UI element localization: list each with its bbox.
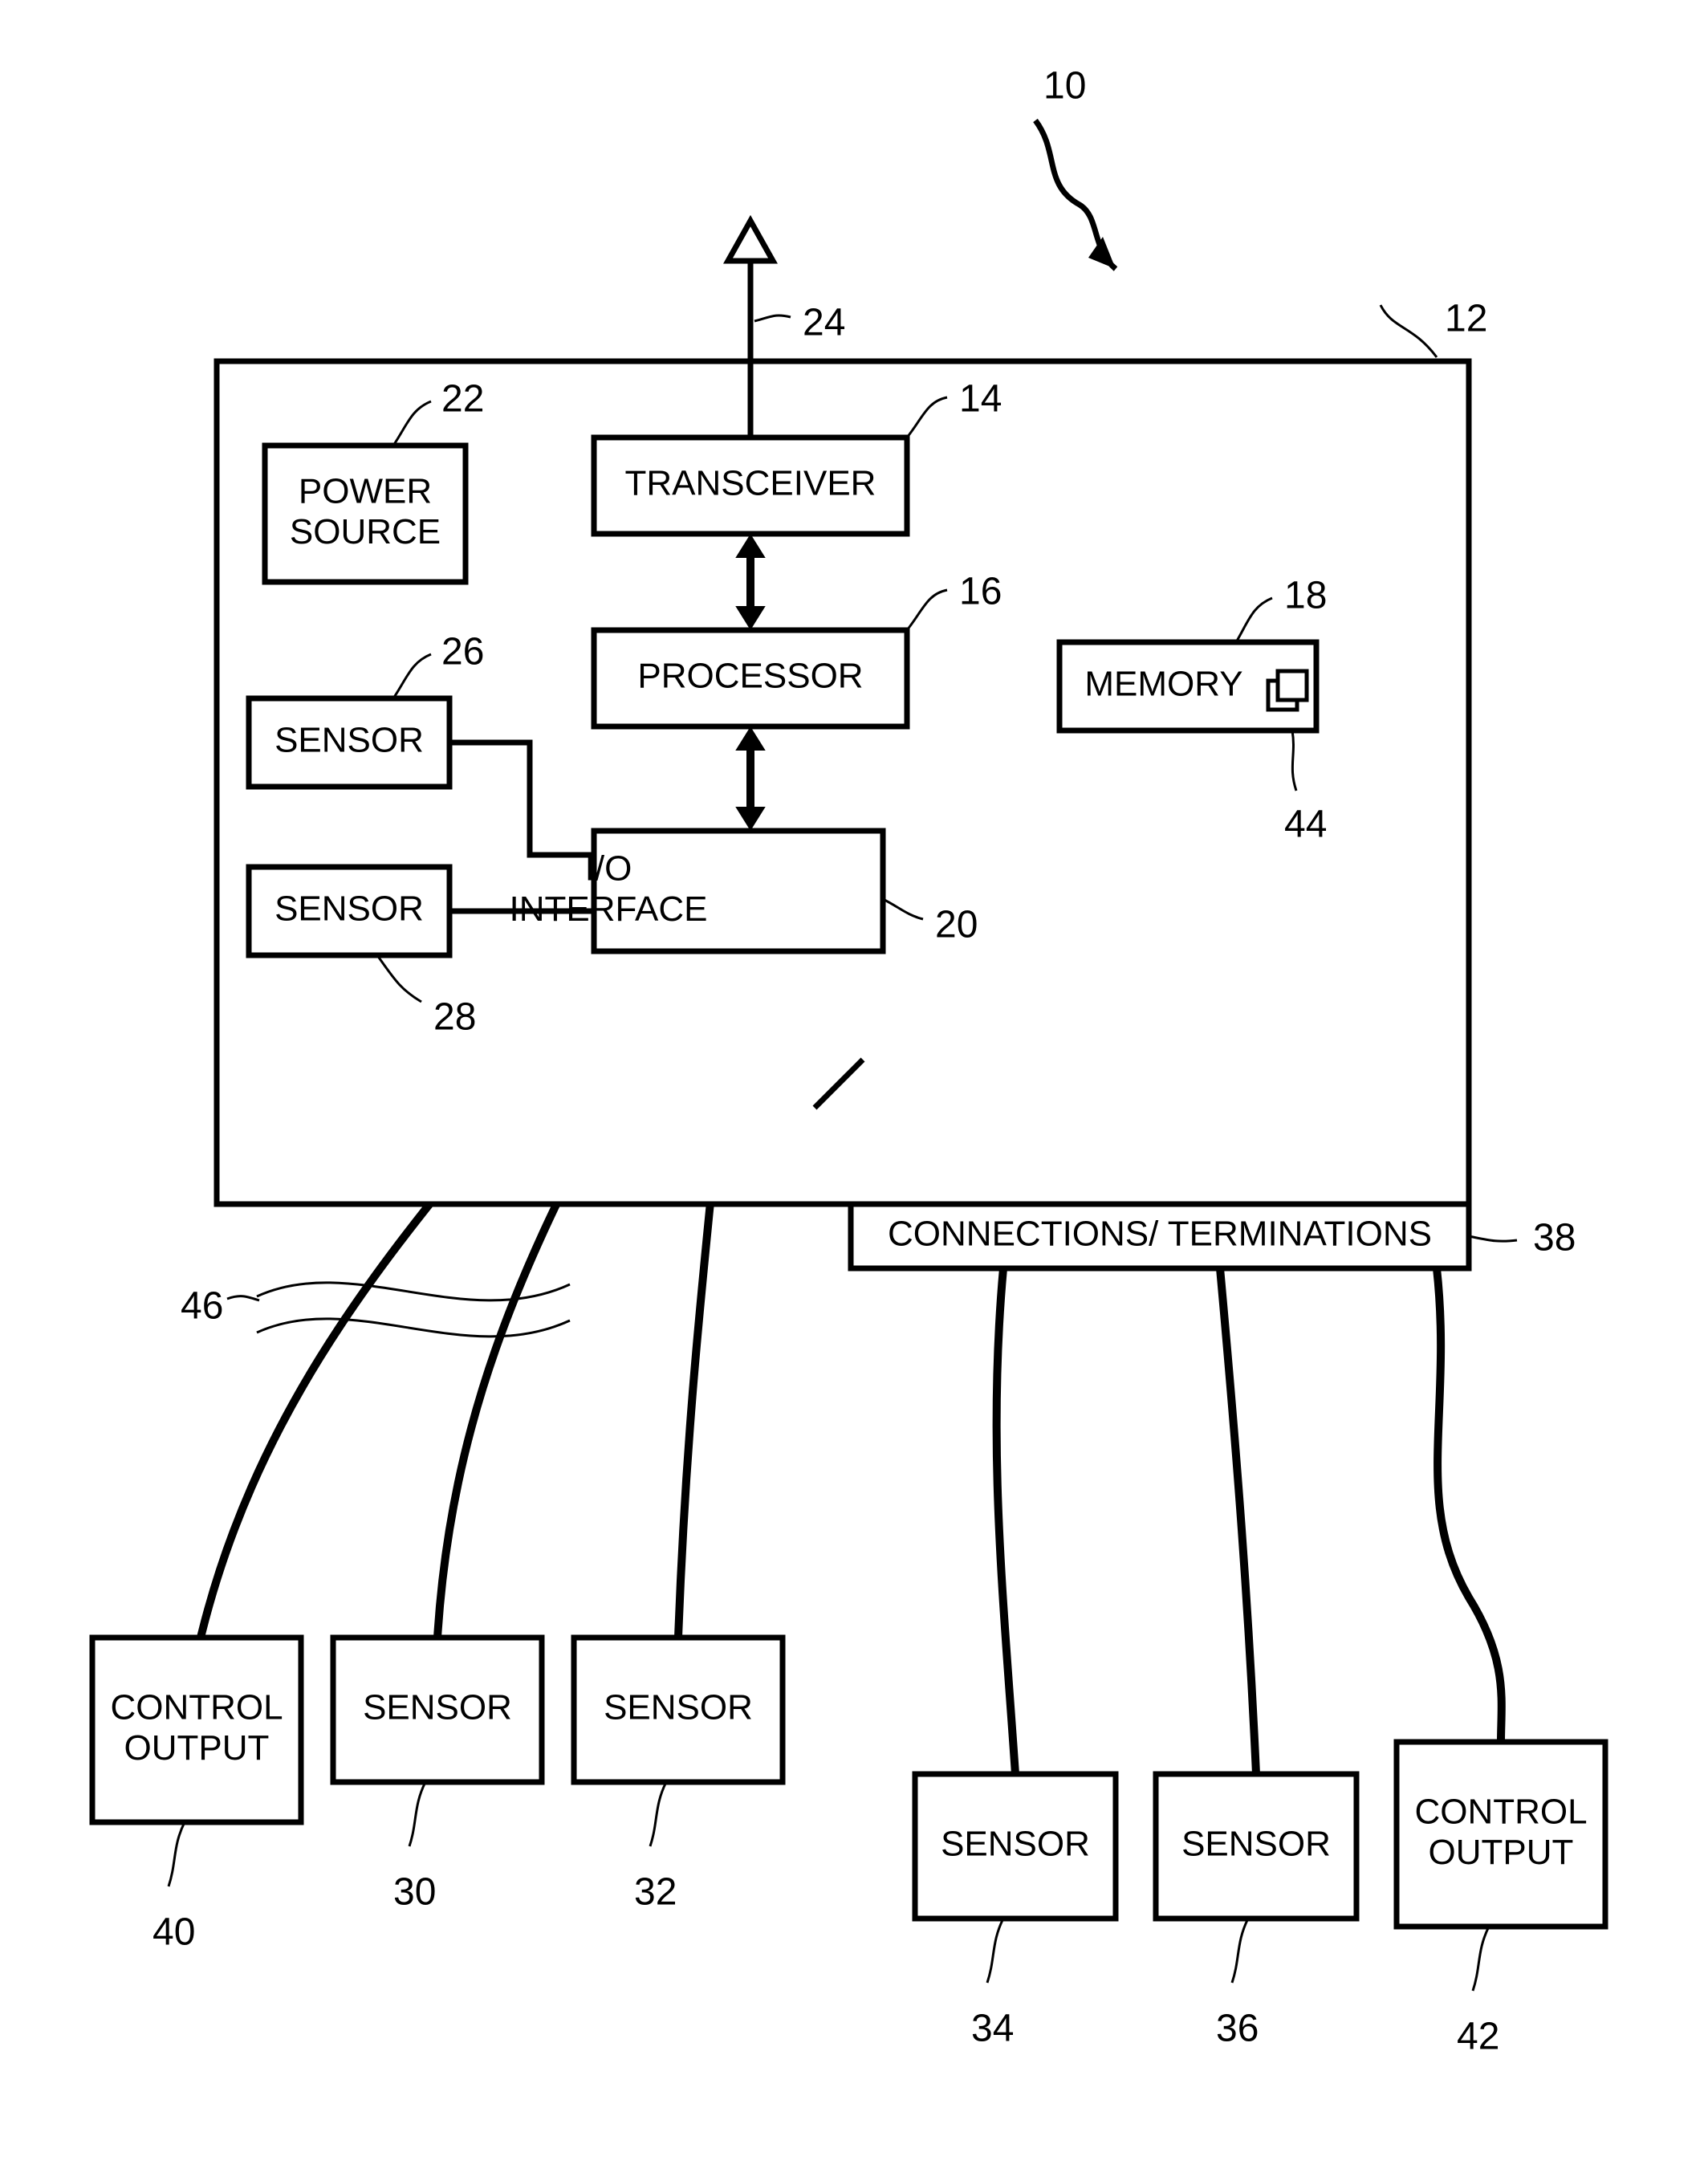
sensor26-block: SENSOR xyxy=(249,698,449,787)
reference-number: 16 xyxy=(959,571,1002,613)
control_out42-block: CONTROLOUTPUT xyxy=(1397,1742,1605,1927)
processor-block: PROCESSOR xyxy=(594,630,907,726)
sensor32-block: SENSOR xyxy=(574,1638,783,1782)
sensor30-label: SENSOR xyxy=(363,1688,512,1727)
reference-number: 42 xyxy=(1457,2016,1499,2058)
sensor34-label: SENSOR xyxy=(941,1825,1090,1864)
transceiver-label: TRANSCEIVER xyxy=(625,464,876,503)
reference-number: 44 xyxy=(1284,804,1327,846)
sensor26-label: SENSOR xyxy=(274,721,424,760)
memory-label: MEMORY xyxy=(1084,665,1242,704)
sensor28-label: SENSOR xyxy=(274,889,424,929)
reference-number: 12 xyxy=(1445,298,1487,340)
sensor36-label: SENSOR xyxy=(1181,1825,1331,1864)
sensor34-block: SENSOR xyxy=(915,1774,1116,1919)
reference-number: 36 xyxy=(1216,2008,1259,2050)
control_out40-label: CONTROL xyxy=(110,1687,283,1727)
control_out42-label: OUTPUT xyxy=(1429,1833,1574,1872)
io_interface-label: INTERFACE xyxy=(510,889,708,929)
reference-number: 38 xyxy=(1533,1217,1576,1259)
io_interface-label: I/O xyxy=(585,848,632,888)
reference-number: 26 xyxy=(441,631,484,673)
reference-number: 40 xyxy=(152,1911,195,1954)
reference-number: 46 xyxy=(181,1285,223,1328)
reference-number: 18 xyxy=(1284,575,1327,617)
reference-number: 22 xyxy=(441,378,484,421)
reference-number: 34 xyxy=(971,2008,1014,2050)
connections-block: CONNECTIONS/ TERMINATIONS xyxy=(851,1204,1469,1268)
reference-number: 28 xyxy=(433,996,476,1039)
reference-number: 30 xyxy=(393,1871,436,1914)
transceiver-block: TRANSCEIVER xyxy=(594,437,907,534)
reference-number: 32 xyxy=(634,1871,677,1914)
control_out40-label: OUTPUT xyxy=(124,1728,270,1768)
memory-pages-icon xyxy=(1278,671,1307,700)
sensor28-block: SENSOR xyxy=(249,867,449,955)
sensor36-block: SENSOR xyxy=(1156,1774,1356,1919)
control_out40-block: CONTROLOUTPUT xyxy=(92,1638,301,1822)
reference-number: 14 xyxy=(959,378,1002,421)
power_source-label: POWER xyxy=(299,471,432,511)
reference-number: 20 xyxy=(935,904,978,946)
sensor32-label: SENSOR xyxy=(604,1688,753,1727)
processor-label: PROCESSOR xyxy=(637,657,863,696)
control_out42-label: CONTROL xyxy=(1414,1792,1587,1831)
connections-label: CONNECTIONS/ TERMINATIONS xyxy=(888,1215,1432,1254)
reference-number: 10 xyxy=(1043,65,1086,108)
power_source-label: SOURCE xyxy=(290,512,441,551)
sensor30-block: SENSOR xyxy=(333,1638,542,1782)
reference-number: 24 xyxy=(803,302,845,344)
power_source-block: POWERSOURCE xyxy=(265,446,466,582)
